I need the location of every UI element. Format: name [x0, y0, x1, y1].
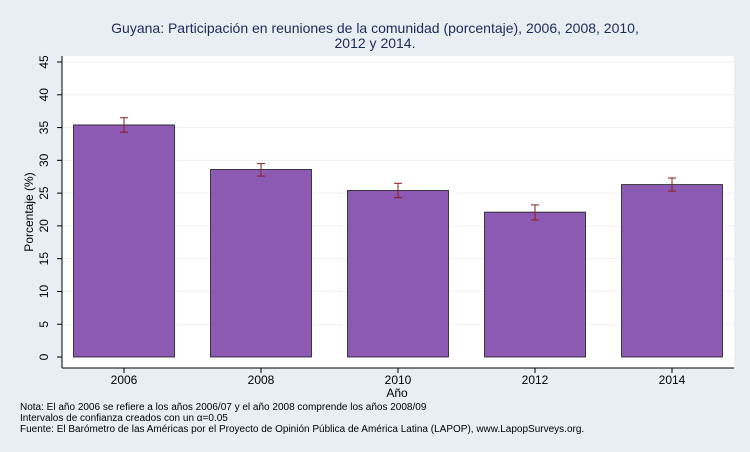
- x-tick-label: 2014: [659, 373, 686, 387]
- y-tick-label: 40: [37, 88, 51, 102]
- x-ticks: 2006 2008 2010 2012 2014: [111, 368, 686, 387]
- note-line-2: Intervalos de confianza creados con un α…: [20, 413, 228, 424]
- y-tick-label: 0: [37, 353, 51, 360]
- bar-2012: [484, 211, 586, 358]
- error-bar-2014: [668, 177, 676, 192]
- bars: [73, 124, 723, 358]
- error-bar-2008: [257, 163, 265, 177]
- y-tick-label: 30: [37, 153, 51, 167]
- y-axis-label: Porcentaje (%): [22, 172, 36, 251]
- error-bars: [120, 117, 676, 221]
- source-line: Fuente: El Barómetro de las Américas por…: [20, 424, 585, 435]
- x-tick-label: 2012: [522, 373, 549, 387]
- error-bar-2012: [531, 204, 539, 221]
- error-bar-2006: [120, 117, 128, 133]
- chart-title-line-1: Guyana: Participación en reuniones de la…: [111, 20, 639, 36]
- y-tick-label: 35: [37, 121, 51, 135]
- y-tick-label: 15: [37, 252, 51, 266]
- y-tick-label: 25: [37, 186, 51, 200]
- x-axis-label: Año: [386, 386, 408, 400]
- y-tick-label: 45: [37, 55, 51, 69]
- y-tick-label: 20: [37, 219, 51, 233]
- bar-2014: [621, 184, 723, 358]
- bar-2006: [73, 124, 175, 358]
- x-tick-label: 2006: [111, 373, 138, 387]
- error-bar-2010: [394, 182, 402, 199]
- x-tick-label: 2010: [385, 373, 412, 387]
- note-line-1: Nota: El año 2006 se refiere a los años …: [20, 402, 427, 413]
- bar-2010: [347, 190, 449, 358]
- y-tick-label: 5: [37, 321, 51, 328]
- x-tick-label: 2008: [248, 373, 275, 387]
- y-tick-label: 10: [37, 284, 51, 298]
- chart-title-line-2: 2012 y 2014.: [335, 35, 416, 51]
- chart-notes: Nota: El año 2006 se refiere a los años …: [20, 402, 584, 435]
- y-ticks: 0 5 10 15 20 25 30 35 40 45: [37, 55, 62, 360]
- bar-2008: [210, 169, 312, 358]
